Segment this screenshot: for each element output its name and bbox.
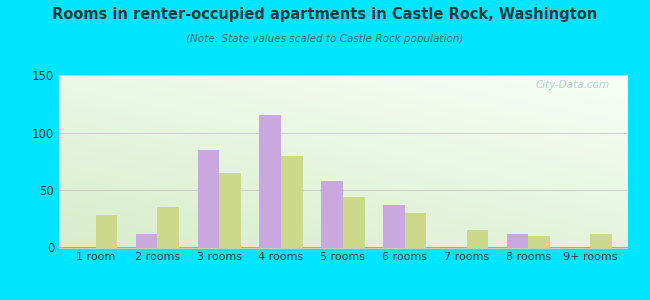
- Bar: [528, 236, 550, 248]
- Bar: [281, 155, 303, 248]
- Text: City-Data.com: City-Data.com: [536, 80, 610, 90]
- Bar: [136, 234, 157, 248]
- Bar: [383, 205, 405, 247]
- Bar: [467, 230, 488, 248]
- Bar: [590, 234, 612, 248]
- Bar: [343, 197, 365, 248]
- Bar: [321, 181, 343, 248]
- Bar: [219, 173, 241, 248]
- Bar: [96, 215, 117, 247]
- Text: Rooms in renter-occupied apartments in Castle Rock, Washington: Rooms in renter-occupied apartments in C…: [53, 8, 597, 22]
- Bar: [507, 234, 528, 248]
- Bar: [198, 150, 219, 247]
- Bar: [259, 115, 281, 248]
- Text: (Note: State values scaled to Castle Rock population): (Note: State values scaled to Castle Roc…: [187, 34, 463, 44]
- Bar: [157, 207, 179, 248]
- Bar: [405, 213, 426, 248]
